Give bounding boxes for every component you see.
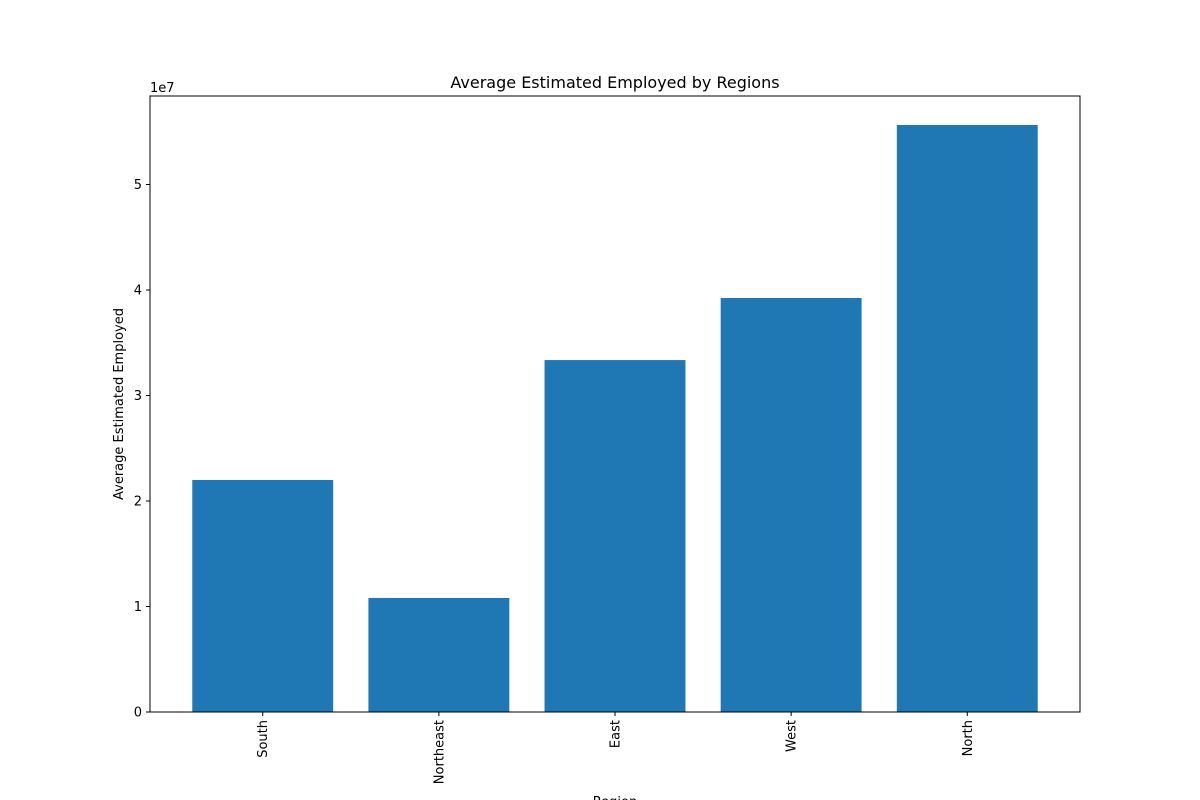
y-tick-label: 4 [134, 284, 142, 299]
y-tick-label: 1 [134, 600, 142, 615]
y-tick-label: 5 [134, 178, 142, 193]
y-tick-label: 2 [134, 495, 142, 510]
y-tick-label: 0 [134, 706, 142, 721]
bar [720, 298, 862, 712]
y-axis-title: Average Estimated Employed [112, 308, 127, 500]
bar [896, 125, 1038, 712]
y-tick-label: 3 [134, 389, 142, 404]
x-axis-title: Region [593, 795, 638, 800]
x-tick-label: West [785, 720, 800, 752]
x-tick-label: East [609, 720, 624, 748]
bar [368, 597, 510, 712]
y-offset-label: 1e7 [150, 81, 175, 96]
x-tick-label: South [256, 720, 271, 758]
x-tick-label: North [961, 720, 976, 756]
plot-frame [149, 95, 1081, 713]
x-tick-label: Northeast [432, 720, 447, 784]
bar [544, 360, 686, 712]
chart-title: Average Estimated Employed by Regions [450, 73, 779, 92]
bar [192, 480, 334, 712]
